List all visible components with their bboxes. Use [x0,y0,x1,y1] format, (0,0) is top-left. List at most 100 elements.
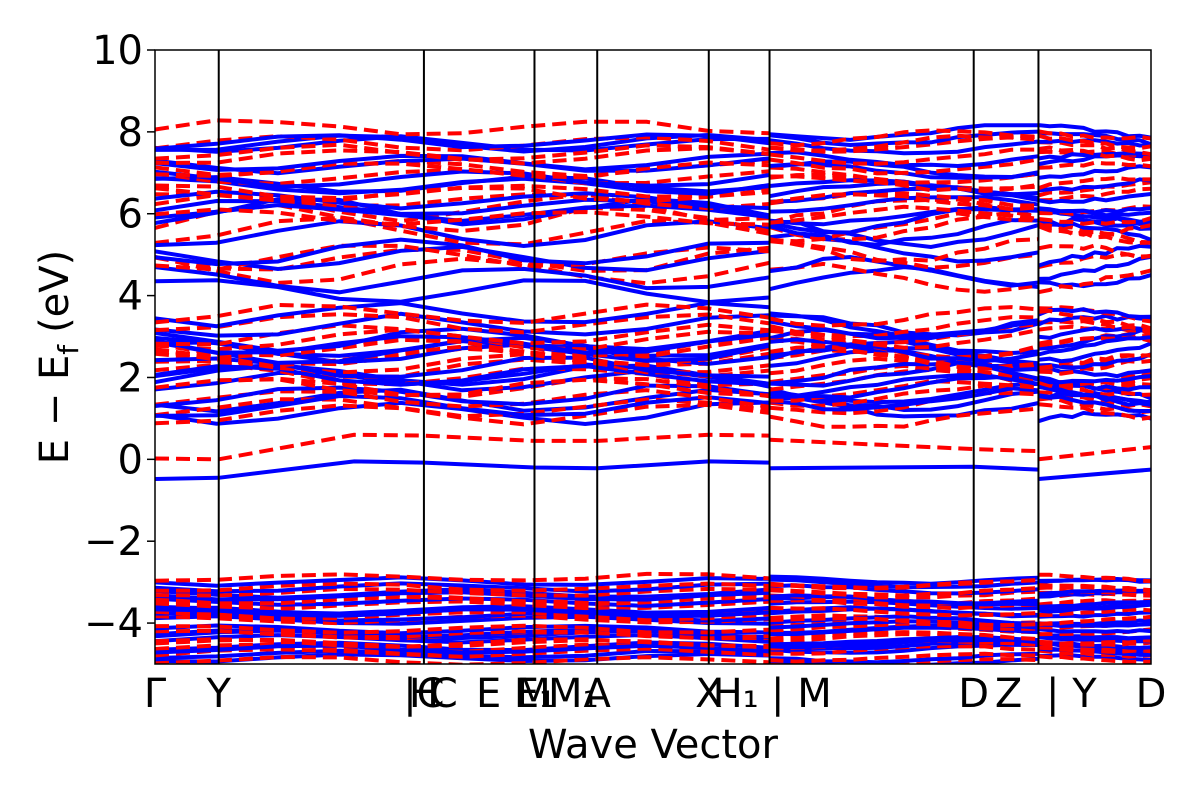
conduction-band-line [769,391,1039,416]
conduction-band-line [769,123,1039,142]
conduction-band-line [769,338,1040,363]
valence-band-line [1038,638,1151,646]
key-band-line [769,464,1039,472]
valence-band-line [769,586,1039,598]
y-tick-label: 4 [118,274,143,320]
conduction-band-line [155,332,770,355]
conduction-band-line [1038,273,1151,289]
y-tick-label: 8 [118,110,143,156]
high-symmetry-lines [217,50,1040,664]
valence-band-line [155,586,770,598]
valence-band-line [769,637,1039,650]
conduction-band-line [769,386,1039,412]
conduction-band-line [1038,308,1151,331]
conduction-band-line [155,219,770,249]
conduction-band-line [1037,374,1151,385]
conduction-band-line [155,322,770,347]
k-point-label: D [1136,671,1167,717]
valence-band-line [1038,572,1151,584]
conduction-band-line [155,142,770,162]
valence-band-line [155,604,770,616]
k-point-label: H [409,671,439,717]
svg-text:E − Ef(eV): E − Ef (eV) [32,250,85,465]
valence-band-line [155,637,770,649]
conduction-band-line [155,339,770,365]
conduction-band-line [1037,243,1151,268]
valence-band-line [769,598,1039,611]
valence-band-line [769,605,1039,618]
conduction-band-line [1038,216,1151,226]
k-point-label: E [476,671,501,717]
valence-band-line [1038,646,1151,657]
valence-band-line [155,571,770,583]
conduction-band-line [769,237,1039,263]
y-axis-title-main: E − E [32,355,78,465]
valence-band-line [1038,610,1151,619]
key-band-line [155,432,770,462]
y-tick-label: −2 [84,519,143,565]
y-tick-label: 6 [118,192,143,238]
conduction-band-line [1038,192,1151,205]
conduction-band-line [769,305,1039,328]
conduction-band-line [155,156,770,176]
conduction-band-line [155,388,770,409]
valence-band-line [769,651,1039,664]
conduction-band-line [769,219,1040,250]
conduction-band-line [155,335,770,359]
valence-band-line [1038,627,1151,634]
conduction-band-line [155,169,770,189]
k-point-label: | Y [1046,671,1097,717]
valence-band-line [155,581,770,593]
conduction-band-line [769,322,1039,346]
conduction-band-line [768,197,1040,225]
conduction-band-line [155,312,770,335]
conduction-band-line [155,376,770,399]
y-tick-label: −4 [84,601,143,647]
key-band-line [1038,445,1151,462]
conduction-band-line [155,377,770,398]
valence-band-line [769,623,1039,634]
valence-band-line [769,616,1039,628]
valence-band-line [1038,602,1151,614]
valence-band-line [769,630,1039,642]
conduction-band-line [1038,151,1151,161]
conduction-band-line [155,278,770,305]
conduction-band-line [1038,145,1151,163]
valence-band-line [1038,614,1151,627]
conduction-band-line [1038,384,1151,405]
conduction-band-line [155,176,770,196]
conduction-band-line [155,311,770,338]
conduction-band-line [769,318,1039,341]
conduction-band-line [155,402,770,427]
conduction-band-line [769,192,1039,212]
conduction-band-line [1037,180,1151,198]
conduction-band-line [155,393,770,418]
conduction-band-line [769,206,1039,227]
plot-frame [154,49,1152,665]
band-lines [155,118,1151,664]
conduction-band-line [1038,268,1151,295]
conduction-band-line [1037,223,1151,237]
conduction-band-line [769,157,1039,176]
y-axis-title: E − Ef (eV) [32,250,85,465]
conduction-band-line [155,134,770,154]
conduction-band-line [1038,352,1151,370]
k-point-label: | M [771,671,832,717]
valence-band-line [1038,648,1151,659]
conduction-band-line [1038,138,1151,148]
conduction-band-line [1037,175,1151,191]
y-tick-label: 10 [92,28,143,74]
valence-band-line [155,655,770,664]
y-axis-ticks: −4 −2 0 2 4 6 8 10 [84,28,155,647]
conduction-band-line [155,151,770,172]
valence-band-line [1038,599,1151,609]
valence-band-line [769,593,1039,606]
conduction-band-line [769,261,1039,294]
conduction-band-line [155,363,770,387]
conduction-band-line [769,204,1039,225]
valence-band-line [155,581,770,594]
conduction-band-line [1038,341,1151,364]
valence-band-line [1038,653,1151,662]
conduction-band-line [155,207,770,227]
